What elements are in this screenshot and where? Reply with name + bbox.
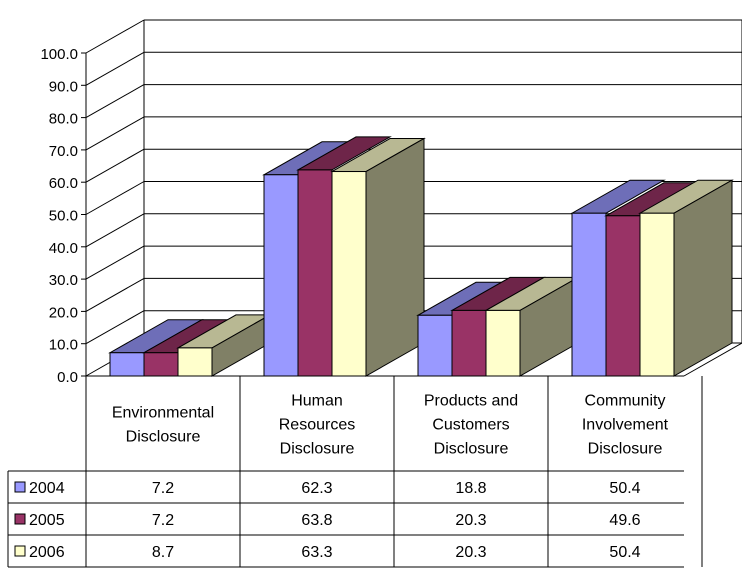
bar-side-face xyxy=(365,137,425,377)
bar-front-face xyxy=(485,309,521,377)
gridline-depth xyxy=(85,19,145,54)
category-label: Disclosure xyxy=(280,441,355,458)
bar-front-face xyxy=(263,174,299,377)
category-label: Customers xyxy=(432,417,509,434)
y-tick-label: 80.0 xyxy=(49,111,78,128)
data-label: 8.7 xyxy=(152,544,174,561)
y-tick-label: 10.0 xyxy=(49,337,78,354)
category-label: Products and xyxy=(424,393,518,410)
bar-front-face xyxy=(451,309,487,377)
bar-2004-0 xyxy=(108,319,204,377)
bars xyxy=(108,136,734,377)
category-label: Human xyxy=(291,393,343,410)
gridline-depth xyxy=(85,245,145,280)
gridline-depth xyxy=(85,148,145,183)
bar-2005-2 xyxy=(450,276,546,377)
bar-side-face xyxy=(673,179,733,377)
gridline-depth xyxy=(85,213,145,248)
data-label: 20.3 xyxy=(455,512,486,529)
category-label: Disclosure xyxy=(588,441,663,458)
y-tick-label: 0.0 xyxy=(57,369,78,386)
gridline-depth xyxy=(85,277,145,312)
gridline-depth xyxy=(85,181,145,215)
bar-2005-3 xyxy=(604,182,700,377)
y-tick-label: 40.0 xyxy=(49,240,78,257)
bar-front-face xyxy=(109,352,145,377)
y-tick-label: 60.0 xyxy=(49,175,78,192)
data-label: 63.3 xyxy=(301,544,332,561)
y-tick-label: 50.0 xyxy=(49,208,78,225)
y-tick-label: 20.0 xyxy=(49,304,78,321)
legend-key-2004 xyxy=(14,481,26,493)
bar-front-face xyxy=(571,212,607,377)
bar-2006-0 xyxy=(176,314,272,377)
bar-front-face xyxy=(297,169,333,377)
y-tick-label: 30.0 xyxy=(49,272,78,289)
data-label: 63.8 xyxy=(301,512,332,529)
data-label: 50.4 xyxy=(609,544,640,561)
data-label: 7.2 xyxy=(152,512,174,529)
legend-key-2006 xyxy=(14,545,26,557)
data-label: 62.3 xyxy=(301,480,332,497)
bar-front-face xyxy=(143,352,179,377)
legend-label: 2004 xyxy=(29,480,65,497)
category-label: Environmental xyxy=(112,405,214,422)
gridline-depth xyxy=(85,84,145,119)
category-label: Disclosure xyxy=(434,441,509,458)
bar-front-face xyxy=(605,215,641,377)
gridline-depth xyxy=(85,310,145,345)
category-label: Community xyxy=(585,393,666,410)
gridline-depth xyxy=(85,116,145,151)
bar-2006-2 xyxy=(484,276,580,377)
bar-2005-1 xyxy=(296,136,392,377)
data-label: 20.3 xyxy=(455,544,486,561)
data-label: 49.6 xyxy=(609,512,640,529)
bar-front-face xyxy=(331,171,367,377)
category-label: Disclosure xyxy=(126,429,201,446)
y-tick-label: 70.0 xyxy=(49,143,78,160)
category-label: Involvement xyxy=(582,417,669,434)
data-table: Environmental Disclosure Human Resources Dis… xyxy=(7,376,703,568)
bar-front-face xyxy=(417,314,453,377)
bar-2004-3 xyxy=(570,179,666,377)
legend-label: 2006 xyxy=(29,544,65,561)
gridlines: 0.0 10.0 20.0 30.0 40.0 50.0 60.0 70.0 80.0 90.0 1… xyxy=(40,19,742,386)
legend-label: 2005 xyxy=(29,512,65,529)
bar-front-face xyxy=(177,347,213,377)
y-tick-label: 90.0 xyxy=(49,78,78,95)
data-label: 7.2 xyxy=(152,480,174,497)
bar-2006-1 xyxy=(330,138,426,377)
data-label: 50.4 xyxy=(609,480,640,497)
bar-front-face xyxy=(639,212,675,377)
gridline-depth xyxy=(85,51,145,86)
floor-edge xyxy=(683,342,742,377)
legend-key-2005 xyxy=(14,513,26,525)
category-label: Resources xyxy=(279,417,355,434)
y-tick-label: 100.0 xyxy=(40,46,78,63)
data-label: 18.8 xyxy=(455,480,486,497)
